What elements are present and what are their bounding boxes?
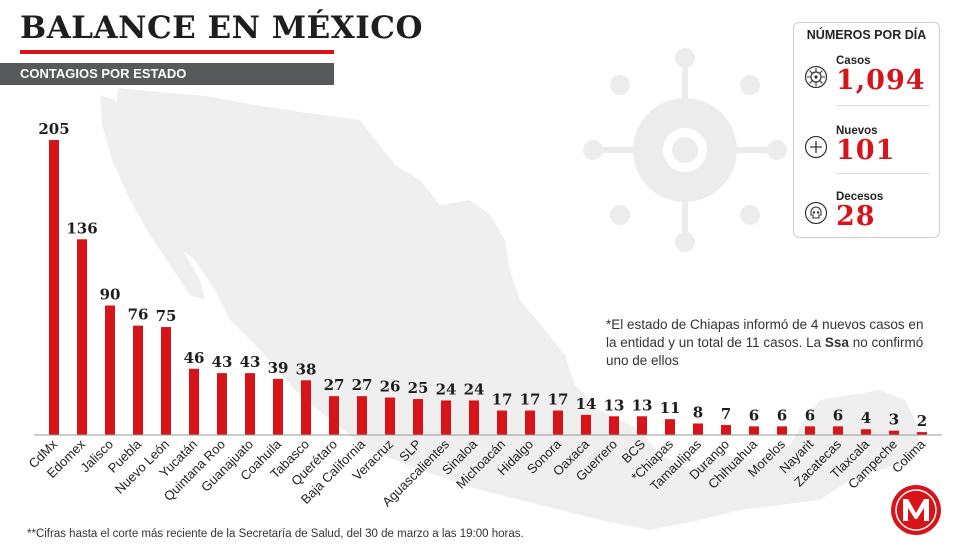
bar-coahuila xyxy=(273,378,283,435)
bar-value-label: 13 xyxy=(604,396,625,414)
footnote: **Cifras hasta el corte más reciente de … xyxy=(27,528,524,540)
title-underline xyxy=(20,50,334,54)
bar-nuevo-león xyxy=(161,327,171,435)
bar-sinaloa xyxy=(469,400,479,435)
bar-value-label: 6 xyxy=(777,406,787,424)
bar-value-label: 39 xyxy=(268,359,289,377)
bar-durango xyxy=(721,424,731,435)
bar-value-label: 27 xyxy=(324,376,345,394)
mexico-map-shape xyxy=(115,88,920,530)
stats-title: NÚMEROS POR DÍA xyxy=(806,28,927,42)
virus-icon xyxy=(804,65,828,89)
bar-value-label: 75 xyxy=(156,307,177,325)
page-title: BALANCE EN MÉXICO xyxy=(20,10,423,46)
bar-value-label: 6 xyxy=(833,406,843,424)
bar-morelos xyxy=(777,426,787,435)
bar-value-label: 3 xyxy=(889,411,899,429)
bar-value-label: 6 xyxy=(749,406,759,424)
bar-value-label: 17 xyxy=(548,391,569,409)
note-text-after: no confirmó uno de ellos xyxy=(606,335,924,368)
stat-value-casos: 1,094 xyxy=(836,65,926,96)
bar-hidalgo xyxy=(525,410,535,435)
stats-divider xyxy=(836,105,930,106)
bar-tabasco xyxy=(301,380,311,435)
chiapas-note: *El estado de Chiapas informó de 4 nuevo… xyxy=(606,316,936,370)
plus-circle-icon xyxy=(804,135,828,159)
bar-michoacán xyxy=(497,410,507,435)
stats-divider xyxy=(836,173,930,174)
bar-value-label: 17 xyxy=(492,391,513,409)
bar-value-label: 27 xyxy=(352,376,373,394)
bar--chiapas xyxy=(665,419,675,435)
skull-icon xyxy=(804,201,828,225)
bar-querétaro xyxy=(329,396,339,435)
bar-campeche xyxy=(889,430,899,435)
bar-slp xyxy=(413,399,423,435)
bar-value-label: 8 xyxy=(693,403,703,421)
bar-tamaulipas xyxy=(693,423,703,435)
bar-guerrero xyxy=(609,416,619,435)
bar-value-label: 6 xyxy=(805,406,815,424)
note-bold: Ssa xyxy=(824,335,849,350)
stat-value-nuevos: 101 xyxy=(836,135,896,166)
bar-baja-california xyxy=(357,396,367,435)
bar-tlaxcala xyxy=(861,429,871,435)
subtitle-bar xyxy=(0,63,334,85)
chart-subtitle: CONTAGIOS POR ESTADO xyxy=(20,66,187,81)
bar-value-label: 38 xyxy=(296,360,317,378)
title-part-1: BALANCE EN xyxy=(20,10,272,46)
bar-value-label: 24 xyxy=(464,380,485,398)
stat-label-casos: Casos xyxy=(836,55,871,67)
bar-value-label: 17 xyxy=(520,391,541,409)
bar-value-label: 2 xyxy=(917,412,927,430)
bar-sonora xyxy=(553,410,563,435)
bar-bcs xyxy=(637,416,647,435)
bar-quintana-roo xyxy=(217,373,227,435)
bar-value-label: 24 xyxy=(436,380,457,398)
bar-aguascalientes xyxy=(441,400,451,435)
stats-box: NÚMEROS POR DÍA Casos 1,094 Nuevos 101 D… xyxy=(793,22,940,238)
bar-zacatecas xyxy=(833,426,843,435)
bar-oaxaca xyxy=(581,414,591,435)
bar-value-label: 46 xyxy=(184,349,205,367)
bar-jalisco xyxy=(105,305,115,435)
bar-edomex xyxy=(77,239,87,435)
bar-puebla xyxy=(133,325,143,435)
bar-colima xyxy=(917,432,927,435)
bar-cdmx xyxy=(49,140,59,435)
bar-value-label: 7 xyxy=(721,405,731,423)
note-text-before: *El estado de Chiapas informó de 4 nuevo… xyxy=(606,317,924,350)
bar-value-label: 205 xyxy=(38,120,69,138)
bar-value-label: 136 xyxy=(66,219,97,237)
bar-value-label: 76 xyxy=(128,306,149,324)
bar-value-label: 43 xyxy=(240,353,261,371)
bar-value-label: 14 xyxy=(576,395,597,413)
bar-value-label: 4 xyxy=(861,409,871,427)
stat-nuevos: Nuevos 101 xyxy=(802,121,932,177)
bar-chihuahua xyxy=(749,426,759,435)
baja-california-shape xyxy=(100,95,205,300)
stat-label-decesos: Decesos xyxy=(836,191,884,203)
title-part-2: MÉXICO xyxy=(271,10,423,46)
stat-decesos: Decesos 28 xyxy=(802,187,932,243)
milenio-logo xyxy=(891,485,941,535)
bar-value-label: 13 xyxy=(632,396,653,414)
bar-value-label: 25 xyxy=(408,379,429,397)
bar-value-label: 11 xyxy=(660,399,681,417)
bar-value-label: 26 xyxy=(380,378,401,396)
stat-casos: Casos 1,094 xyxy=(802,51,932,107)
bar-value-label: 43 xyxy=(212,353,233,371)
bar-guanajuato xyxy=(245,373,255,435)
bar-veracruz xyxy=(385,397,395,435)
bar-value-label: 90 xyxy=(100,285,121,303)
stat-value-decesos: 28 xyxy=(836,201,876,232)
bar-nayarit xyxy=(805,426,815,435)
stat-label-nuevos: Nuevos xyxy=(836,125,878,137)
bar-yucatán xyxy=(189,368,199,435)
